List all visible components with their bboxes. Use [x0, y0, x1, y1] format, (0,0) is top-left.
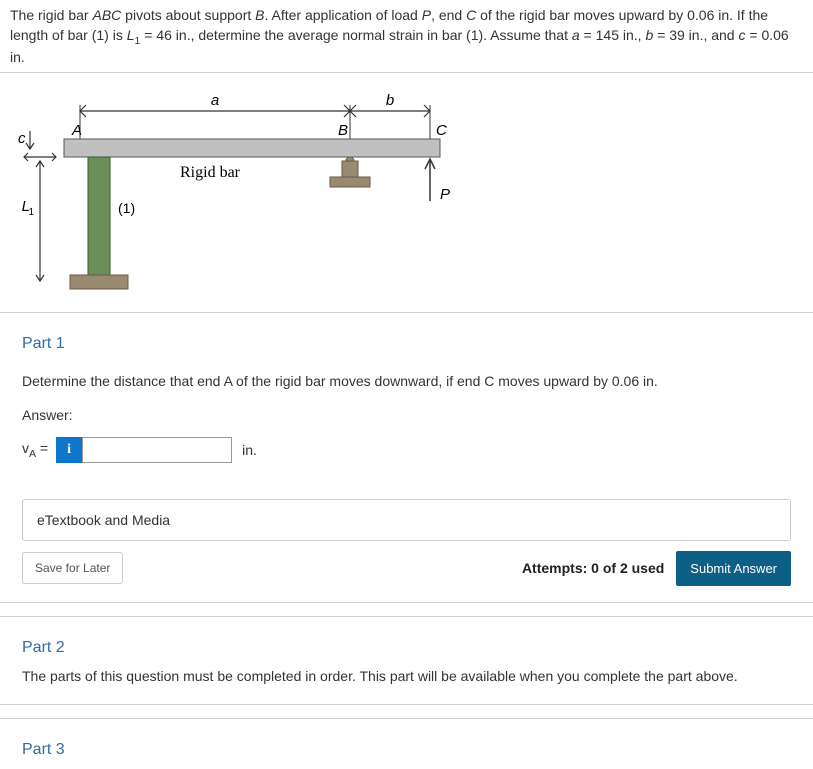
- label-B: B: [338, 122, 348, 139]
- figure: a b A B C Rigid bar c L 1 (1): [0, 73, 813, 313]
- rigid-bar-rect: [64, 139, 440, 157]
- unit-label: in.: [242, 442, 257, 458]
- attempts-text: Attempts: 0 of 2 used: [522, 560, 664, 576]
- label-L1-sub: 1: [28, 207, 34, 218]
- label-P: P: [440, 186, 450, 203]
- label-C: C: [436, 122, 447, 139]
- variable-label: vA =: [22, 440, 48, 460]
- part-1-title: Part 1: [0, 313, 813, 363]
- bar-1: [88, 157, 110, 275]
- part-3-title: Part 3: [0, 719, 813, 769]
- part-2-locked-text: The parts of this question must be compl…: [0, 661, 813, 705]
- label-c: c: [18, 130, 26, 147]
- part-2: Part 2 The parts of this question must b…: [0, 617, 813, 706]
- save-for-later-button[interactable]: Save for Later: [22, 552, 123, 584]
- info-icon[interactable]: i: [56, 437, 82, 463]
- problem-statement: The rigid bar ABC pivots about support B…: [0, 0, 813, 73]
- label-b: b: [386, 92, 394, 109]
- answer-label: Answer:: [22, 407, 791, 423]
- label-a: a: [211, 92, 219, 109]
- part-1: Part 1 Determine the distance that end A…: [0, 313, 813, 603]
- part-2-title: Part 2: [0, 617, 813, 661]
- submit-answer-button[interactable]: Submit Answer: [676, 551, 791, 586]
- part-1-question: Determine the distance that end A of the…: [22, 373, 791, 389]
- part-3: Part 3: [0, 719, 813, 769]
- etextbook-button[interactable]: eTextbook and Media: [22, 499, 791, 541]
- label-A: A: [71, 122, 82, 139]
- rigid-bar-label: Rigid bar: [180, 164, 241, 181]
- answer-input[interactable]: [82, 437, 232, 463]
- figure-svg: a b A B C Rigid bar c L 1 (1): [10, 91, 470, 301]
- label-one: (1): [118, 200, 135, 216]
